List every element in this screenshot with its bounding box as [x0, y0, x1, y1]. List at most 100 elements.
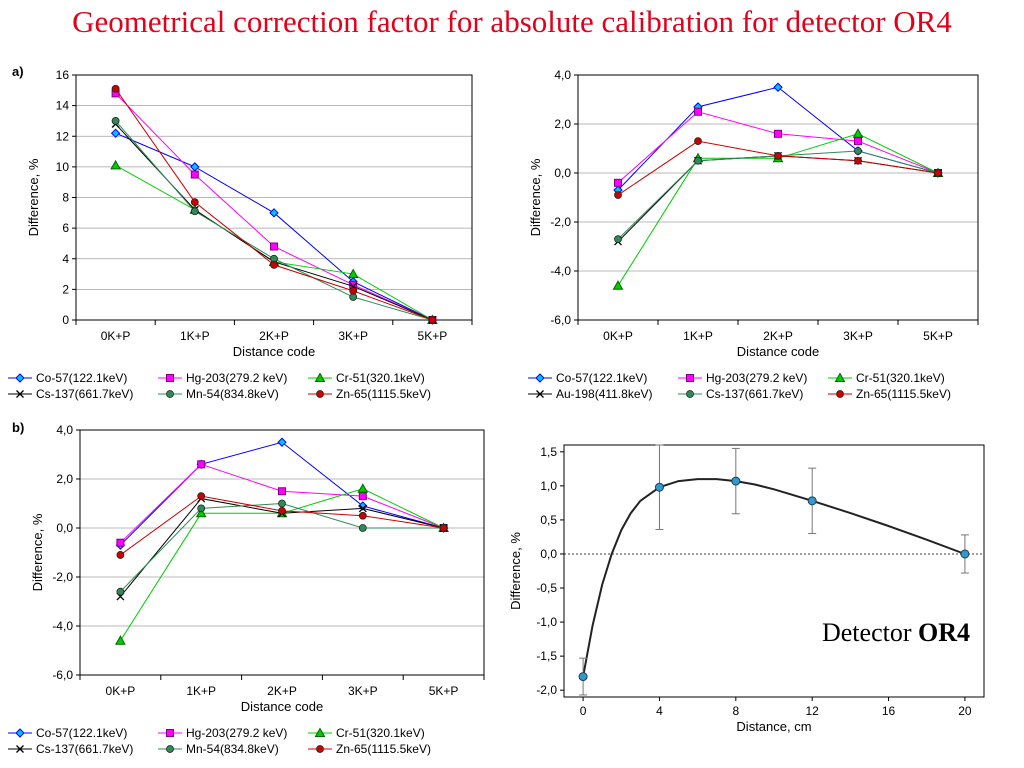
data-point-group	[807, 467, 817, 535]
x-tick-label: 0	[580, 704, 587, 718]
y-tick-label: 6	[62, 221, 69, 235]
panel-b-tag: b)	[12, 420, 25, 435]
series-Zn-65(1115.5keV)	[116, 492, 448, 559]
y-tick-label: -4,0	[52, 619, 73, 633]
y-tick-label: 12	[56, 129, 70, 143]
series-Co-57(122.1keV)	[613, 82, 943, 195]
series-Mn-54(834.8keV)	[111, 117, 437, 324]
legend-label: Co-57(122.1keV)	[556, 371, 647, 385]
legend-item: Cs-137(661.7keV)	[678, 387, 803, 401]
detector-annotation-text: Detector	[822, 618, 918, 647]
panel-a-tag: a)	[12, 64, 24, 79]
legend-marker	[166, 729, 174, 737]
chart-panel-bottom-right: -2,0 -1,5 -1,0 -0,5 0,0 0,5 1,0 1,5 0 4 8 12 16 20 Dis…	[500, 415, 1010, 768]
legend-item: Hg-203(279.2 keV)	[678, 371, 807, 385]
legend-label: Cr-51(320.1keV)	[856, 371, 945, 385]
data-point	[278, 499, 286, 508]
data-point	[111, 117, 120, 125]
series-line	[617, 86, 939, 191]
data-point	[270, 260, 278, 269]
x-tick-label: 0K+P	[106, 684, 136, 698]
series-line	[617, 111, 939, 184]
x-tick-label: 5K+P	[418, 329, 448, 343]
y-tick-label: -1,0	[536, 615, 557, 629]
series-Co-57(122.1keV)	[110, 128, 438, 325]
legend-item: Cs-137(661.7keV)	[8, 742, 133, 756]
y-tick-label: 0,5	[540, 513, 557, 527]
legend-item: Mn-54(834.8keV)	[158, 387, 279, 401]
data-point	[116, 551, 125, 559]
y-axis-label: Difference, %	[508, 532, 523, 610]
data-point	[116, 538, 125, 547]
x-tick-label: 1K+P	[683, 329, 713, 343]
data-point	[694, 156, 702, 165]
x-tick-label: 2K+P	[763, 329, 793, 343]
plot-frame	[79, 429, 485, 676]
plot-frame	[75, 74, 473, 321]
data-point	[614, 191, 622, 199]
data-point	[612, 280, 624, 290]
data-point	[269, 208, 279, 218]
legend-label: Hg-203(279.2 keV)	[186, 726, 287, 740]
y-tick-label: 16	[56, 68, 70, 82]
data-point	[358, 524, 367, 532]
legend-marker	[166, 745, 174, 753]
data-point	[428, 316, 437, 324]
series-Zn-65(1115.5keV)	[111, 84, 437, 324]
data-point	[934, 169, 942, 177]
legend-item: Zn-65(1115.5keV)	[828, 387, 951, 401]
legend-item: Cr-51(320.1keV)	[308, 726, 425, 740]
data-point	[358, 501, 368, 511]
data-point	[357, 483, 369, 493]
data-point	[116, 587, 125, 596]
data-point	[731, 476, 741, 486]
data-point-group	[578, 657, 588, 696]
data-point	[358, 511, 367, 520]
y-tick-label: 0,0	[554, 166, 571, 180]
y-tick-label: 0,0	[540, 547, 557, 561]
y-tick-label: -0,5	[536, 581, 557, 595]
x-axis-label: Distance code	[241, 699, 323, 714]
x-tick-label: 20	[958, 704, 972, 718]
legend-item: Cr-51(320.1keV)	[828, 371, 945, 385]
y-tick-label: -4,0	[550, 264, 571, 278]
legend-label: Cs-137(661.7keV)	[36, 742, 133, 756]
x-axis-label: Distance code	[737, 344, 819, 359]
y-tick-label: 4,0	[56, 423, 73, 437]
legend-marker	[16, 745, 24, 753]
data-point	[807, 496, 817, 506]
series-line	[617, 155, 939, 242]
legend-label: Co-57(122.1keV)	[36, 726, 127, 740]
legend-marker	[686, 390, 694, 398]
series-Hg-203(279.2 keV)	[111, 89, 437, 324]
y-tick-label: 1,0	[540, 479, 557, 493]
data-point	[358, 504, 367, 513]
data-point	[349, 287, 358, 295]
data-point	[578, 672, 588, 682]
legend-marker	[686, 374, 694, 382]
x-tick-label: 2K+P	[267, 684, 297, 698]
legend-item: Co-57(122.1keV)	[8, 726, 127, 740]
x-tick-label: 16	[882, 704, 896, 718]
legend-marker	[15, 728, 25, 738]
data-point	[654, 482, 664, 492]
legend-item: Co-57(122.1keV)	[528, 371, 647, 385]
y-tick-label: 10	[56, 160, 70, 174]
data-point	[773, 82, 783, 92]
legend-label: Co-57(122.1keV)	[36, 371, 127, 385]
data-point	[190, 198, 199, 206]
x-axis-label: Distance code	[233, 344, 315, 359]
detector-annotation-bold: OR4	[918, 618, 970, 647]
legend-item: Zn-65(1115.5keV)	[308, 387, 431, 401]
legend-marker	[836, 390, 844, 398]
data-point	[694, 137, 702, 146]
y-tick-label: -2,0	[550, 215, 571, 229]
legend-label: Zn-65(1115.5keV)	[856, 387, 951, 401]
y-tick-label: 8	[62, 191, 69, 205]
y-tick-label: 1,5	[540, 445, 557, 459]
legend-label: Cr-51(320.1keV)	[336, 371, 425, 385]
chart-panel-top-right: -6,0 -4,0 -2,0 0,0 2,0 4,0 0K+P 1K+P 2K+P 3K+P 5K+…	[500, 60, 1010, 415]
legend-marker	[316, 745, 324, 753]
legend-marker	[834, 372, 846, 382]
x-tick-label: 3K+P	[348, 684, 378, 698]
